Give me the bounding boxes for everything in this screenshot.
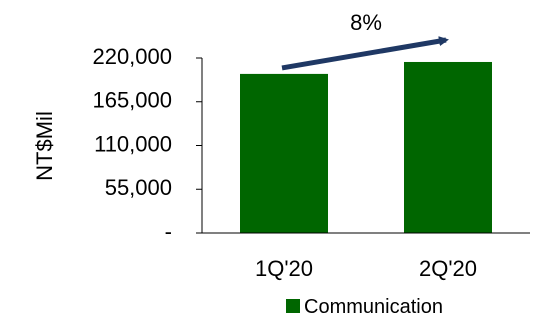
y-tick-label: 55,000 xyxy=(105,175,172,200)
y-tick-label: 165,000 xyxy=(92,88,172,113)
y-tick-label: 110,000 xyxy=(94,131,172,156)
growth-arrow xyxy=(281,36,449,71)
x-tick-label: 1Q'20 xyxy=(255,256,313,281)
y-axis-label: NT$Mil xyxy=(32,111,57,181)
x-tick-label: 2Q'20 xyxy=(419,256,477,281)
y-tick-label: 220,000 xyxy=(92,44,172,69)
y-tick-label: - xyxy=(165,219,172,244)
bar-2 xyxy=(404,61,492,234)
bar-1 xyxy=(240,73,328,233)
legend-swatch xyxy=(286,299,300,313)
growth-annotation: 8% xyxy=(350,10,382,35)
legend-label: Communication xyxy=(304,296,443,318)
